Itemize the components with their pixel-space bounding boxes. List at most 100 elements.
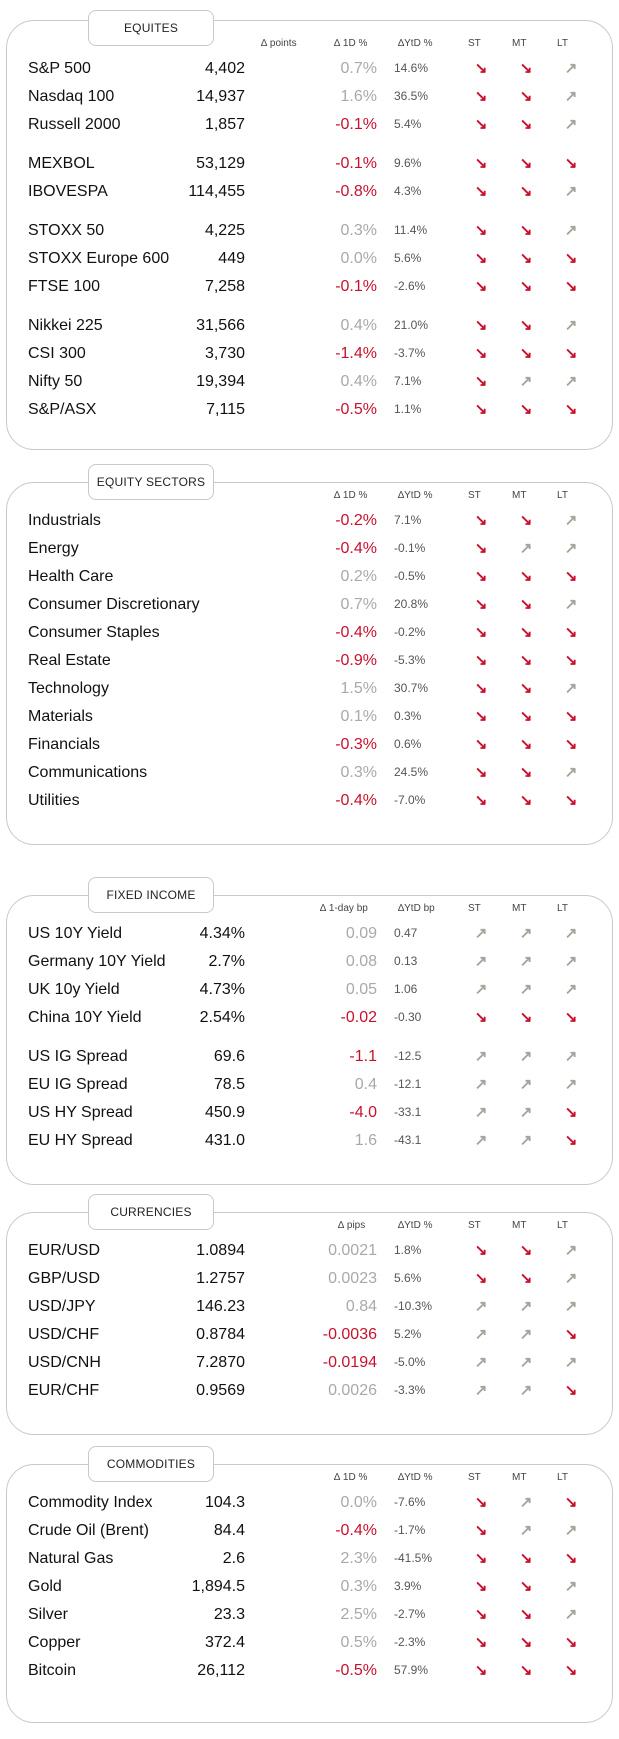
asset-name: Gold xyxy=(28,1578,62,1595)
ytd-value: -5.0% xyxy=(394,1355,426,1369)
trend-up-icon: ↗ xyxy=(564,1270,578,1287)
hdr-ytd: ∆YtD % xyxy=(398,490,433,501)
ytd-value: -0.30 xyxy=(394,1010,422,1024)
ytd-value: 0.13 xyxy=(394,954,418,968)
asset-level: 0.9569 xyxy=(196,1382,245,1399)
change-value: -0.4% xyxy=(335,624,377,641)
table-row: STOXX 50 4,225 0.3% 11.4% ↘ ↘ ↗ xyxy=(6,217,613,244)
trend-up-icon: ↗ xyxy=(474,1076,488,1093)
asset-name: STOXX 50 xyxy=(28,222,105,239)
table-row: USD/CNH 7.2870 -0.0194 -5.0% ↗ ↗ ↗ xyxy=(6,1349,613,1376)
asset-name: Utilities xyxy=(28,792,80,809)
trend-down-icon: ↘ xyxy=(564,652,578,669)
asset-level: 146.23 xyxy=(196,1298,245,1315)
table-row: Communications 0.3% 24.5% ↘ ↘ ↗ xyxy=(6,759,613,786)
asset-name: CSI 300 xyxy=(28,345,86,362)
trend-down-icon: ↘ xyxy=(474,1522,488,1539)
asset-name: Energy xyxy=(28,540,79,557)
trend-down-icon: ↘ xyxy=(519,624,533,641)
trend-down-icon: ↘ xyxy=(474,155,488,172)
table-row: EU HY Spread 431.0 1.6 -43.1 ↗ ↗ ↘ xyxy=(6,1127,613,1154)
trend-down-icon: ↘ xyxy=(519,736,533,753)
section-title: COMMODITIES xyxy=(88,1446,214,1482)
asset-level: 23.3 xyxy=(213,1606,245,1623)
hdr-lt: LT xyxy=(557,1472,568,1483)
asset-level: 1,894.5 xyxy=(191,1578,245,1595)
section-panel xyxy=(6,20,613,450)
trend-up-icon: ↗ xyxy=(474,953,488,970)
trend-up-icon: ↗ xyxy=(519,540,533,557)
ytd-value: 20.8% xyxy=(394,597,429,611)
trend-down-icon: ↘ xyxy=(564,568,578,585)
asset-level: 2.54% xyxy=(199,1009,245,1026)
asset-name: Communications xyxy=(28,764,148,781)
trend-down-icon: ↘ xyxy=(474,1270,488,1287)
ytd-value: -1.7% xyxy=(394,1523,426,1537)
trend-down-icon: ↘ xyxy=(474,596,488,613)
trend-down-icon: ↘ xyxy=(519,1606,533,1623)
trend-up-icon: ↗ xyxy=(564,1076,578,1093)
asset-name: Consumer Staples xyxy=(28,624,160,641)
asset-name: EU IG Spread xyxy=(28,1076,128,1093)
trend-down-icon: ↘ xyxy=(474,652,488,669)
table-row: Consumer Staples -0.4% -0.2% ↘ ↘ ↘ xyxy=(6,619,613,646)
change-value: -4.0 xyxy=(349,1104,377,1121)
change-value: -0.2% xyxy=(335,512,377,529)
trend-down-icon: ↘ xyxy=(474,1550,488,1567)
hdr-change: ∆ 1-day bp xyxy=(320,903,368,914)
asset-name: Consumer Discretionary xyxy=(28,596,200,613)
trend-down-icon: ↘ xyxy=(564,345,578,362)
trend-up-icon: ↗ xyxy=(564,596,578,613)
trend-down-icon: ↘ xyxy=(564,1550,578,1567)
trend-down-icon: ↘ xyxy=(474,568,488,585)
trend-down-icon: ↘ xyxy=(519,652,533,669)
table-row: Utilities -0.4% -7.0% ↘ ↘ ↘ xyxy=(6,787,613,814)
asset-level: 7.2870 xyxy=(196,1354,245,1371)
change-value: 2.5% xyxy=(340,1606,377,1623)
table-row: Bitcoin 26,112 -0.5% 57.9% ↘ ↘ ↘ xyxy=(6,1657,613,1684)
asset-level: 2.6 xyxy=(222,1550,245,1567)
trend-up-icon: ↗ xyxy=(519,1494,533,1511)
change-value: -0.4% xyxy=(335,1522,377,1539)
asset-level: 0.8784 xyxy=(196,1326,245,1343)
trend-up-icon: ↗ xyxy=(564,317,578,334)
table-row: Gold 1,894.5 0.3% 3.9% ↘ ↘ ↗ xyxy=(6,1573,613,1600)
ytd-value: 4.3% xyxy=(394,184,422,198)
asset-name: Silver xyxy=(28,1606,69,1623)
trend-down-icon: ↘ xyxy=(519,1578,533,1595)
asset-level: 4,402 xyxy=(204,60,245,77)
change-value: 0.4% xyxy=(340,373,377,390)
table-row: Energy -0.4% -0.1% ↘ ↗ ↗ xyxy=(6,535,613,562)
trend-up-icon: ↗ xyxy=(564,1298,578,1315)
trend-down-icon: ↘ xyxy=(519,1009,533,1026)
change-value: 0.0026 xyxy=(328,1382,377,1399)
asset-level: 4,225 xyxy=(204,222,245,239)
hdr-ytd: ∆YtD bp xyxy=(398,903,435,914)
trend-down-icon: ↘ xyxy=(519,1270,533,1287)
hdr-mt: MT xyxy=(512,1472,527,1483)
asset-level: 4.34% xyxy=(199,925,245,942)
ytd-value: -43.1 xyxy=(394,1133,422,1147)
change-value: 2.3% xyxy=(340,1550,377,1567)
table-row: Materials 0.1% 0.3% ↘ ↘ ↘ xyxy=(6,703,613,730)
change-value: 0.7% xyxy=(340,60,377,77)
asset-level: 2.7% xyxy=(208,953,245,970)
asset-name: Copper xyxy=(28,1634,81,1651)
ytd-value: -2.7% xyxy=(394,1607,426,1621)
change-value: 1.6% xyxy=(340,88,377,105)
table-row: Silver 23.3 2.5% -2.7% ↘ ↘ ↗ xyxy=(6,1601,613,1628)
asset-level: 78.5 xyxy=(213,1076,245,1093)
change-value: -0.8% xyxy=(335,183,377,200)
change-value: 0.09 xyxy=(345,925,377,942)
ytd-value: 24.5% xyxy=(394,765,429,779)
change-value: 0.0% xyxy=(340,1494,377,1511)
asset-name: Health Care xyxy=(28,568,114,585)
trend-down-icon: ↘ xyxy=(474,680,488,697)
asset-name: USD/CHF xyxy=(28,1326,100,1343)
trend-down-icon: ↘ xyxy=(474,222,488,239)
table-row: CSI 300 3,730 -1.4% -3.7% ↘ ↘ ↘ xyxy=(6,340,613,367)
ytd-value: -12.1 xyxy=(394,1077,422,1091)
trend-up-icon: ↗ xyxy=(564,1606,578,1623)
hdr-lt: LT xyxy=(557,903,568,914)
change-value: -0.0194 xyxy=(322,1354,377,1371)
